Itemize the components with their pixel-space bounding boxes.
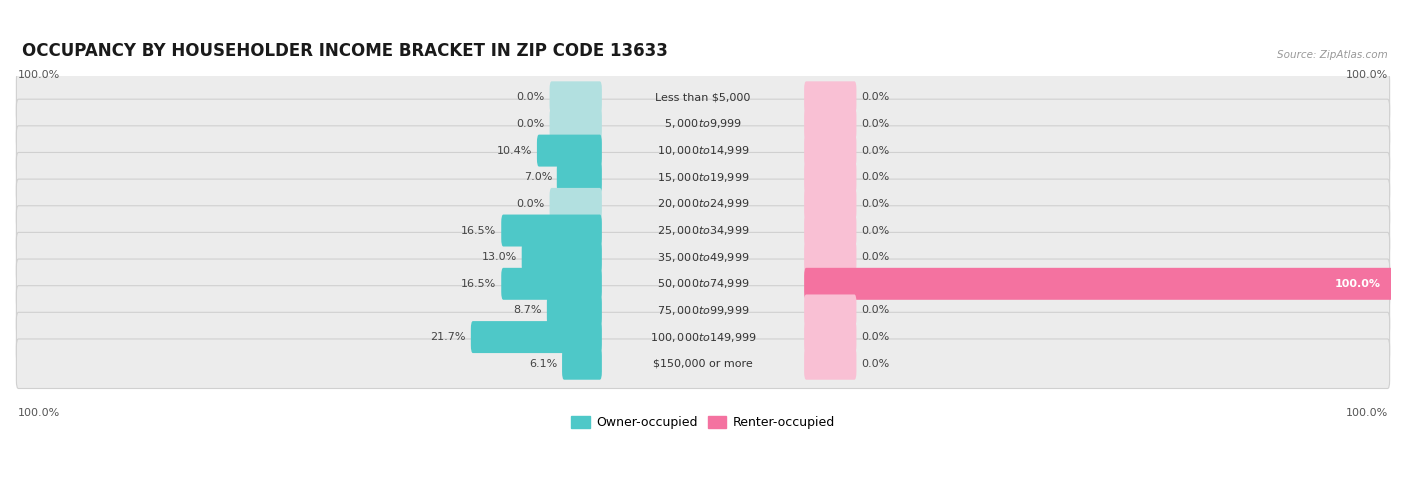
FancyBboxPatch shape: [804, 81, 856, 113]
Text: 100.0%: 100.0%: [1346, 69, 1388, 80]
Text: $35,000 to $49,999: $35,000 to $49,999: [657, 251, 749, 264]
FancyBboxPatch shape: [804, 161, 856, 193]
FancyBboxPatch shape: [17, 232, 1389, 282]
Text: 0.0%: 0.0%: [862, 146, 890, 156]
Text: $15,000 to $19,999: $15,000 to $19,999: [657, 171, 749, 184]
Legend: Owner-occupied, Renter-occupied: Owner-occupied, Renter-occupied: [567, 411, 839, 434]
Text: 100.0%: 100.0%: [1346, 409, 1388, 418]
FancyBboxPatch shape: [17, 126, 1389, 175]
Text: 10.4%: 10.4%: [496, 146, 531, 156]
Text: 0.0%: 0.0%: [862, 252, 890, 262]
Text: 0.0%: 0.0%: [516, 119, 544, 129]
Text: $10,000 to $14,999: $10,000 to $14,999: [657, 144, 749, 157]
Text: 21.7%: 21.7%: [430, 332, 465, 342]
FancyBboxPatch shape: [550, 188, 602, 220]
FancyBboxPatch shape: [17, 339, 1389, 388]
FancyBboxPatch shape: [804, 268, 1393, 300]
FancyBboxPatch shape: [804, 108, 856, 140]
FancyBboxPatch shape: [502, 268, 602, 300]
Text: OCCUPANCY BY HOUSEHOLDER INCOME BRACKET IN ZIP CODE 13633: OCCUPANCY BY HOUSEHOLDER INCOME BRACKET …: [22, 42, 668, 60]
Text: 6.1%: 6.1%: [529, 359, 557, 369]
FancyBboxPatch shape: [804, 241, 856, 273]
Text: 0.0%: 0.0%: [862, 359, 890, 369]
FancyBboxPatch shape: [562, 348, 602, 380]
FancyBboxPatch shape: [17, 179, 1389, 228]
Text: 0.0%: 0.0%: [862, 172, 890, 182]
Text: Less than $5,000: Less than $5,000: [655, 92, 751, 103]
Text: Source: ZipAtlas.com: Source: ZipAtlas.com: [1278, 50, 1388, 60]
FancyBboxPatch shape: [550, 81, 602, 113]
Text: $100,000 to $149,999: $100,000 to $149,999: [650, 330, 756, 344]
FancyBboxPatch shape: [17, 286, 1389, 335]
FancyBboxPatch shape: [471, 321, 602, 353]
FancyBboxPatch shape: [17, 99, 1389, 149]
FancyBboxPatch shape: [17, 72, 1389, 122]
Text: 0.0%: 0.0%: [862, 92, 890, 103]
FancyBboxPatch shape: [804, 188, 856, 220]
Text: 0.0%: 0.0%: [862, 332, 890, 342]
Text: 0.0%: 0.0%: [862, 226, 890, 236]
FancyBboxPatch shape: [537, 135, 602, 167]
FancyBboxPatch shape: [804, 348, 856, 380]
Text: 0.0%: 0.0%: [862, 199, 890, 209]
Text: 0.0%: 0.0%: [516, 92, 544, 103]
Text: $50,000 to $74,999: $50,000 to $74,999: [657, 278, 749, 290]
Text: $20,000 to $24,999: $20,000 to $24,999: [657, 197, 749, 210]
FancyBboxPatch shape: [804, 295, 856, 327]
Text: 0.0%: 0.0%: [516, 199, 544, 209]
FancyBboxPatch shape: [17, 153, 1389, 202]
FancyBboxPatch shape: [550, 108, 602, 140]
Text: $75,000 to $99,999: $75,000 to $99,999: [657, 304, 749, 317]
FancyBboxPatch shape: [804, 214, 856, 246]
FancyBboxPatch shape: [17, 206, 1389, 255]
Text: 7.0%: 7.0%: [523, 172, 553, 182]
FancyBboxPatch shape: [804, 321, 856, 353]
Text: 16.5%: 16.5%: [461, 279, 496, 289]
Text: 16.5%: 16.5%: [461, 226, 496, 236]
Text: $5,000 to $9,999: $5,000 to $9,999: [664, 118, 742, 130]
FancyBboxPatch shape: [17, 312, 1389, 362]
Text: $150,000 or more: $150,000 or more: [654, 359, 752, 369]
Text: 0.0%: 0.0%: [862, 305, 890, 315]
FancyBboxPatch shape: [547, 295, 602, 327]
FancyBboxPatch shape: [17, 259, 1389, 309]
FancyBboxPatch shape: [522, 241, 602, 273]
FancyBboxPatch shape: [557, 161, 602, 193]
Text: 100.0%: 100.0%: [1334, 279, 1381, 289]
Text: 100.0%: 100.0%: [18, 69, 60, 80]
Text: 100.0%: 100.0%: [18, 409, 60, 418]
FancyBboxPatch shape: [502, 214, 602, 246]
Text: 0.0%: 0.0%: [862, 119, 890, 129]
Text: $25,000 to $34,999: $25,000 to $34,999: [657, 224, 749, 237]
Text: 8.7%: 8.7%: [513, 305, 543, 315]
FancyBboxPatch shape: [804, 135, 856, 167]
Text: 13.0%: 13.0%: [482, 252, 517, 262]
